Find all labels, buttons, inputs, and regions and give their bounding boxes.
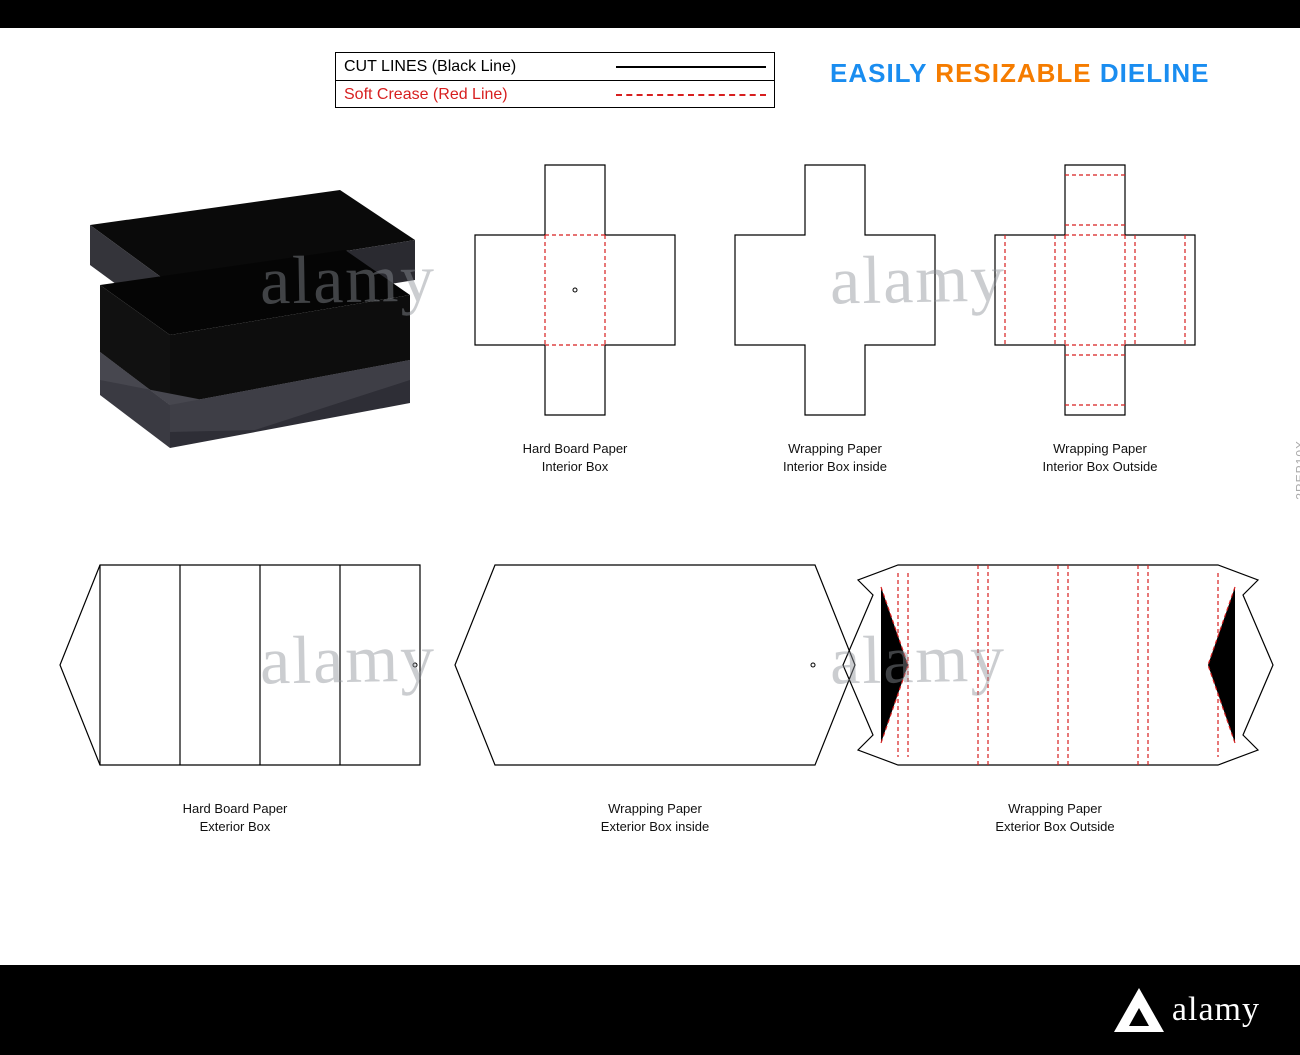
- label-d2-line1: Wrapping Paper: [735, 440, 935, 458]
- label-d3-line2: Interior Box Outside: [1000, 458, 1200, 476]
- top-black-bar: [0, 0, 1300, 28]
- label-d4-line2: Exterior Box: [135, 818, 335, 836]
- label-d4: Hard Board Paper Exterior Box: [135, 800, 335, 835]
- alamy-logo-icon: [1114, 988, 1164, 1032]
- legend-cut-line: [616, 66, 766, 68]
- main-title: EASILY RESIZABLE DIELINE: [830, 58, 1209, 89]
- image-id-text: 2REP10X: [1294, 440, 1300, 500]
- label-d6-line1: Wrapping Paper: [955, 800, 1155, 818]
- legend-cut-label: CUT LINES (Black Line): [344, 58, 616, 76]
- legend-crease-row: Soft Crease (Red Line): [336, 81, 774, 109]
- title-word-3: DIELINE: [1100, 58, 1210, 88]
- label-d4-line1: Hard Board Paper: [135, 800, 335, 818]
- label-d5-line1: Wrapping Paper: [555, 800, 755, 818]
- dieline-interior-wrap-inside: [730, 160, 940, 420]
- bottom-black-bar: [0, 965, 1300, 1055]
- legend-crease-line: [616, 94, 766, 96]
- box-3d-render: [45, 180, 425, 460]
- label-d6-line2: Exterior Box Outside: [955, 818, 1155, 836]
- label-d6: Wrapping Paper Exterior Box Outside: [955, 800, 1155, 835]
- legend-crease-label: Soft Crease (Red Line): [344, 86, 616, 104]
- title-word-1: EASILY: [830, 58, 927, 88]
- dieline-interior-hardboard: [470, 160, 680, 420]
- label-d1: Hard Board Paper Interior Box: [475, 440, 675, 475]
- legend-cut-row: CUT LINES (Black Line): [336, 53, 774, 81]
- dieline-exterior-wrap-inside: [450, 560, 865, 770]
- alamy-logo: alamy: [1114, 982, 1260, 1037]
- dieline-interior-wrap-outside: [990, 160, 1200, 420]
- label-d3-line1: Wrapping Paper: [1000, 440, 1200, 458]
- dieline-exterior-hardboard: [55, 560, 430, 770]
- label-d2: Wrapping Paper Interior Box inside: [735, 440, 935, 475]
- alamy-logo-text: alamy: [1172, 991, 1260, 1029]
- label-d3: Wrapping Paper Interior Box Outside: [1000, 440, 1200, 475]
- title-word-2: RESIZABLE: [935, 58, 1091, 88]
- legend-box: CUT LINES (Black Line) Soft Crease (Red …: [335, 52, 775, 108]
- label-d5: Wrapping Paper Exterior Box inside: [555, 800, 755, 835]
- label-d2-line2: Interior Box inside: [735, 458, 935, 476]
- label-d1-line2: Interior Box: [475, 458, 675, 476]
- dieline-exterior-wrap-outside: [838, 560, 1283, 770]
- label-d1-line1: Hard Board Paper: [475, 440, 675, 458]
- label-d5-line2: Exterior Box inside: [555, 818, 755, 836]
